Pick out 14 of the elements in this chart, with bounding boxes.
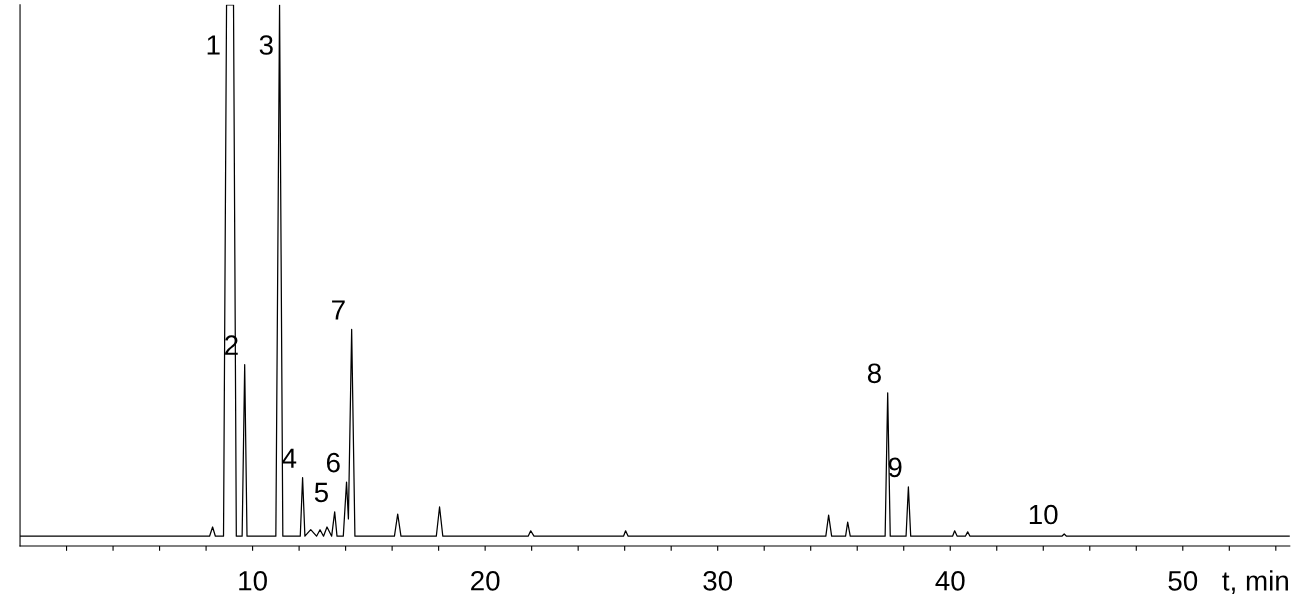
annotation: 10 bbox=[1029, 504, 1058, 525]
annotation: 3 bbox=[259, 35, 273, 55]
x-tick-label: 30 bbox=[703, 570, 733, 591]
annotation: 1 bbox=[207, 35, 220, 55]
annotation: 8 bbox=[867, 363, 881, 384]
annotation: 5 bbox=[314, 482, 328, 503]
annotation: 6 bbox=[326, 452, 340, 473]
annotation: 7 bbox=[332, 300, 345, 320]
x-tick-label: 50 bbox=[1168, 570, 1198, 591]
x-axis-title: t, min bbox=[1222, 570, 1288, 594]
x-tick-label: 20 bbox=[471, 570, 500, 591]
x-tick-label: 10 bbox=[239, 570, 267, 591]
x-tick-label: 40 bbox=[935, 570, 965, 591]
annotation: 4 bbox=[282, 448, 297, 468]
